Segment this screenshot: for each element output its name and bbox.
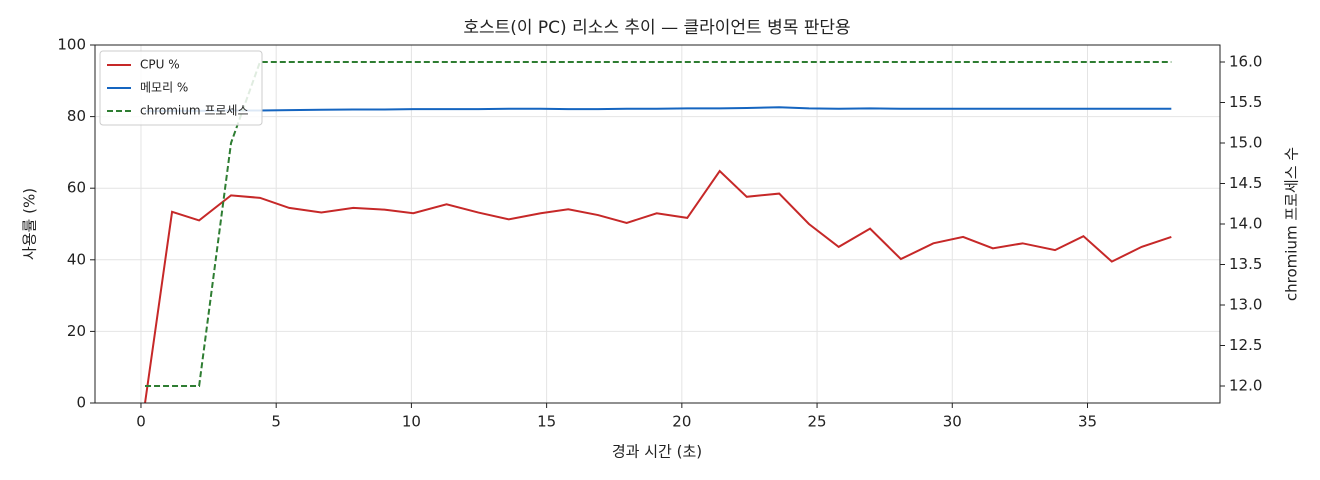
y-tick-label: 60	[67, 179, 86, 197]
y2-tick-label: 13.5	[1229, 255, 1262, 273]
y2-tick-label: 15.5	[1229, 93, 1262, 111]
series-line	[144, 169, 1172, 404]
chart-title: 호스트(이 PC) 리소스 추이 — 클라이언트 병목 판단용	[463, 18, 850, 38]
plot-frame	[94, 44, 1221, 404]
y-axis-label: 사용률 (%)	[21, 188, 39, 260]
legend-label: chromium 프로세스	[140, 104, 249, 118]
x-tick-label: 30	[943, 413, 962, 431]
x-tick-label: 10	[402, 413, 421, 431]
y-tick-label: 80	[67, 107, 86, 125]
y-tick-label: 0	[76, 394, 86, 412]
series-line	[145, 61, 1172, 387]
x-tick-label: 20	[672, 413, 691, 431]
y2-axis-label: chromium 프로세스 수	[1283, 147, 1301, 301]
legend-box	[99, 50, 263, 126]
x-axis-label: 경과 시간 (초)	[612, 443, 702, 461]
x-tick-label: 0	[136, 413, 146, 431]
legend-label: CPU %	[140, 58, 180, 72]
y-tick-label: 100	[57, 36, 86, 54]
y2-tick-label: 14.0	[1229, 215, 1262, 233]
y2-tick-label: 13.0	[1229, 295, 1262, 313]
x-tick-label: 35	[1078, 413, 1097, 431]
y2-tick-label: 15.0	[1229, 134, 1262, 152]
y2-tick-label: 14.5	[1229, 174, 1262, 192]
y-tick-label: 20	[67, 322, 86, 340]
y2-tick-label: 12.0	[1229, 376, 1262, 394]
series-line	[145, 106, 1172, 113]
y-tick-label: 40	[67, 250, 86, 268]
x-tick-label: 15	[537, 413, 556, 431]
x-tick-label: 5	[271, 413, 281, 431]
legend-label: 메모리 %	[140, 81, 188, 95]
y2-tick-label: 16.0	[1229, 53, 1262, 71]
x-tick-label: 25	[808, 413, 827, 431]
y2-tick-label: 12.5	[1229, 336, 1262, 354]
